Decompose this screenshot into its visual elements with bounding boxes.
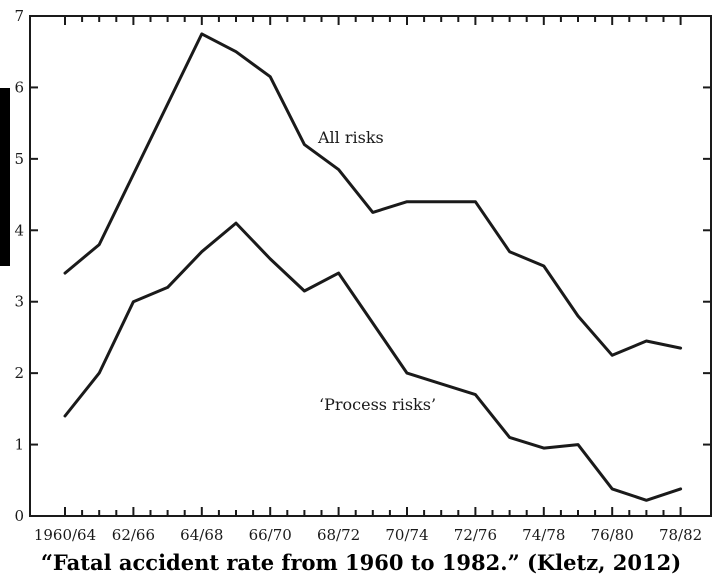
- x-tick-label: 72/76: [454, 526, 497, 544]
- series-line-all-risks: [63, 32, 683, 357]
- y-tick-label: 3: [14, 293, 24, 311]
- x-tick-label: 68/72: [317, 526, 360, 544]
- plot-frame: [29, 15, 712, 517]
- y-tick-label: 0: [14, 507, 24, 525]
- series-label-process-risks: ‘Process risks’: [319, 395, 436, 414]
- series-lines: [63, 32, 683, 502]
- axis-ticks: [30, 15, 711, 517]
- series-line-process-risks: [63, 221, 683, 502]
- y-tick-labels: 0 1 2 3 4 5 6 7: [14, 7, 24, 525]
- y-tick-label: 4: [14, 221, 24, 239]
- chart-caption: “Fatal accident rate from 1960 to 1982.”…: [41, 550, 681, 575]
- y-tick-label: 7: [14, 7, 24, 25]
- x-tick-label: 64/68: [180, 526, 223, 544]
- black-margin-bar: [0, 88, 10, 266]
- series-label-all-risks: All risks: [317, 128, 384, 147]
- x-tick-label: 1960/64: [34, 526, 96, 544]
- x-tick-label: 66/70: [249, 526, 292, 544]
- y-tick-label: 1: [14, 436, 24, 454]
- x-tick-label: 76/80: [591, 526, 634, 544]
- x-tick-labels: 1960/64 62/66 64/68 66/70 68/72 70/74 72/76 74/…: [34, 526, 702, 544]
- x-tick-label: 78/82: [659, 526, 702, 544]
- x-tick-label: 74/78: [522, 526, 565, 544]
- y-tick-label: 2: [14, 364, 24, 382]
- x-tick-label: 70/74: [385, 526, 428, 544]
- x-tick-label: 62/66: [112, 526, 155, 544]
- y-tick-label: 5: [14, 150, 24, 168]
- y-tick-label: 6: [14, 78, 24, 96]
